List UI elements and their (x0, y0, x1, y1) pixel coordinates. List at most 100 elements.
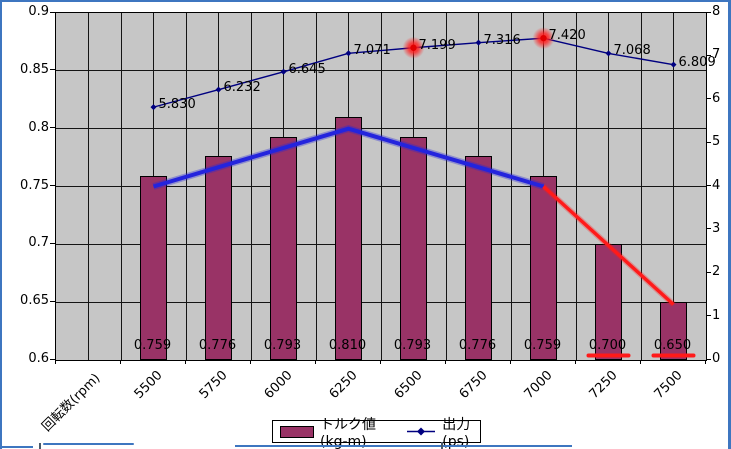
torque-bar[interactable] (465, 156, 492, 360)
bottom-strip-tick (441, 442, 443, 449)
blue-trend-glow (152, 125, 545, 190)
window-border-right (728, 0, 731, 449)
bottom-strip-segment (43, 443, 134, 445)
window-border-top (0, 0, 731, 2)
output-point-label: 6.809 (678, 54, 716, 70)
output-point-label: 7.316 (483, 32, 521, 48)
plot-area[interactable] (55, 12, 707, 361)
torque-bar[interactable] (660, 302, 687, 360)
left-axis-tick-label: 0.7 (28, 235, 49, 251)
torque-bar-label: 0.759 (523, 338, 562, 353)
gridline-horizontal (56, 186, 706, 187)
output-point-marker[interactable] (150, 104, 157, 111)
torque-bar[interactable] (530, 176, 557, 360)
gridline-horizontal (56, 243, 706, 245)
output-point-marker[interactable] (605, 50, 612, 57)
right-axis-tick-label: 1 (712, 307, 721, 323)
output-point-label: 6.645 (288, 61, 326, 77)
right-axis-tick (706, 11, 711, 13)
x-axis-tick (509, 360, 511, 364)
right-axis-tick-label: 5 (712, 134, 721, 150)
red-trend-line[interactable] (542, 185, 675, 306)
left-axis-tick-label: 0.9 (28, 4, 49, 19)
torque-bar[interactable] (595, 244, 622, 360)
right-axis-tick-label: 3 (712, 220, 721, 236)
legend-torque-swatch (280, 425, 314, 438)
right-axis-tick (706, 315, 711, 317)
right-axis-tick-label: 0 (712, 351, 721, 366)
x-axis-tick (379, 360, 381, 364)
x-axis-tick (639, 360, 641, 364)
left-axis-tick-label: 0.75 (20, 177, 49, 193)
output-point-label: 6.232 (223, 79, 261, 95)
chart-legend[interactable]: トルク値(kg-m) 出力(ps) (272, 417, 481, 449)
torque-bar[interactable] (205, 156, 232, 360)
x-axis-tick (184, 360, 186, 364)
output-point-label: 5.830 (158, 97, 196, 113)
output-point-marker[interactable] (280, 68, 287, 75)
x-axis-tick (574, 360, 576, 364)
right-axis-tick-label: 6 (712, 90, 721, 106)
output-point-marker[interactable] (475, 39, 482, 46)
x-axis-tick (249, 360, 251, 364)
left-axis-tick-label: 0.65 (20, 293, 49, 309)
x-axis-tick (314, 360, 316, 364)
output-point-label: 7.071 (353, 43, 391, 59)
torque-bar-label: 0.776 (198, 338, 237, 353)
left-axis-tick (50, 242, 55, 244)
right-axis-tick (706, 54, 711, 56)
left-axis-tick (50, 185, 55, 186)
left-axis-tick (50, 127, 55, 129)
torque-bar[interactable] (335, 117, 362, 360)
torque-bar[interactable] (400, 136, 427, 360)
right-axis-tick (706, 271, 711, 273)
left-axis-tick-label: 0.85 (20, 61, 49, 77)
torque-bar-label: 0.650 (653, 338, 692, 353)
output-point-label: 7.068 (613, 43, 651, 59)
right-axis-tick (706, 141, 711, 143)
bottom-strip-segment (2, 446, 33, 448)
torque-bar[interactable] (140, 176, 167, 360)
right-axis-tick-label: 7 (712, 47, 721, 63)
x-axis-tick (704, 360, 706, 364)
bottom-strip-tick (39, 443, 41, 449)
gridline-horizontal (56, 301, 706, 303)
right-axis-tick-label: 4 (712, 177, 721, 193)
x-axis-tick (119, 360, 121, 364)
left-axis-tick (50, 69, 55, 71)
torque-bar-label: 0.810 (328, 338, 367, 353)
glow-marker-core (540, 34, 547, 42)
legend-output-marker (406, 426, 436, 437)
x-axis-tick (54, 360, 56, 364)
right-axis-tick (706, 98, 711, 100)
blue-trend-line[interactable] (152, 126, 545, 189)
gridline-horizontal (56, 70, 706, 72)
left-axis-tick (50, 300, 55, 302)
torque-bar-label: 0.700 (588, 338, 627, 353)
torque-bar-label: 0.793 (263, 338, 302, 353)
gridline-horizontal (56, 128, 706, 130)
output-point-marker[interactable] (345, 50, 352, 57)
output-point-label: 7.420 (548, 28, 586, 44)
output-point-marker[interactable] (670, 61, 677, 68)
right-axis-tick-label: 8 (712, 4, 721, 19)
left-axis-tick-label: 0.8 (28, 119, 49, 135)
torque-bar-label: 0.776 (458, 338, 497, 353)
bottom-strip-segment (235, 445, 572, 447)
torque-bar-label: 0.759 (133, 338, 172, 353)
output-point-label: 7.199 (418, 37, 456, 53)
right-axis-tick (706, 185, 711, 186)
torque-bar-label: 0.793 (393, 338, 432, 353)
window-border-left (0, 0, 2, 449)
chart-overlay (150, 27, 696, 358)
x-axis-tick (444, 360, 446, 364)
left-axis-tick (50, 11, 55, 13)
glow-marker-core (410, 44, 417, 51)
output-point-marker[interactable] (215, 86, 222, 93)
right-axis-tick (706, 228, 711, 230)
left-axis-tick (50, 358, 55, 360)
torque-bar[interactable] (270, 136, 297, 360)
right-axis-tick-label: 2 (712, 264, 721, 280)
left-axis-tick-label: 0.6 (28, 351, 49, 366)
